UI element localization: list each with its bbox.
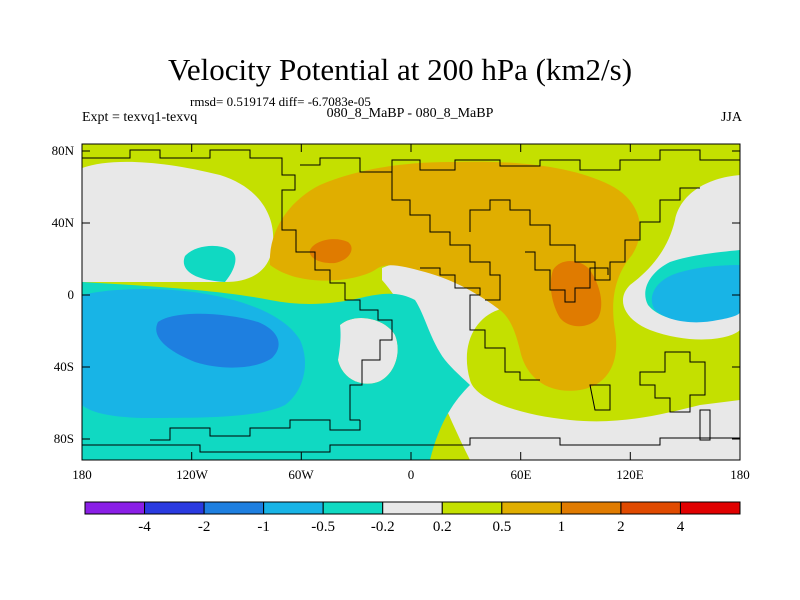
lat-label-80n: 80N [51, 143, 74, 158]
fill-neg-1 [156, 313, 279, 368]
plot-title: Velocity Potential at 200 hPa (km2/s) [167, 52, 633, 87]
fill-1-2-west [309, 239, 352, 264]
colorbar-swatch [203, 501, 265, 515]
lon-label-60e: 60E [510, 467, 532, 482]
colorbar-label: -1 [257, 519, 270, 535]
colorbar-swatch [144, 501, 205, 515]
colorbar-swatch [441, 501, 503, 515]
colorbar-swatch [501, 501, 562, 515]
lon-label-180e: 180 [730, 467, 750, 482]
lon-label-60w: 60W [288, 467, 314, 482]
lat-label-eq: 0 [67, 287, 75, 302]
lat-label-80s: 80S [53, 431, 74, 446]
stats-label: rmsd= 0.519174 diff= -6.7083e-05 [190, 94, 371, 109]
lon-label-180w: 180 [72, 467, 92, 482]
colorbar-label: -2 [197, 519, 211, 535]
lon-tick-marks [191, 144, 631, 460]
fill-neg-0.5 [82, 265, 740, 418]
colorbar-label: 0.2 [432, 519, 452, 535]
case-label: 080_8_MaBP - 080_8_MaBP [326, 106, 494, 121]
colorbar-label: 1 [557, 519, 566, 535]
fill-neutral-inner [344, 323, 395, 380]
colorbar-label: 4 [676, 519, 685, 535]
colorbar-swatch [560, 501, 622, 515]
colorbar [84, 501, 741, 515]
colorbar-label: 0.5 [492, 519, 512, 535]
lon-label-120w: 120W [176, 467, 208, 482]
lat-label-40n: 40N [51, 215, 74, 230]
colorbar-label: 2 [617, 519, 625, 535]
colorbar-swatch [679, 501, 741, 515]
contour-field [82, 144, 740, 460]
colorbar-label: -0.5 [311, 519, 336, 535]
coastlines [82, 149, 740, 453]
experiment-label: Expt = texvq1-texvq [82, 110, 198, 125]
colorbar-label: -0.2 [370, 519, 395, 535]
colorbar-swatch [382, 501, 443, 515]
lat-label-40s: 40S [53, 359, 74, 374]
colorbar-label: -4 [138, 519, 151, 535]
colorbar-swatch [620, 501, 681, 515]
lon-label-120e: 120E [616, 467, 644, 482]
fill-1-2-east [550, 261, 602, 327]
colorbar-swatch [263, 501, 324, 515]
lat-tick-marks [82, 150, 740, 440]
season-label: JJA [720, 110, 742, 125]
lon-label-0: 0 [407, 467, 415, 482]
colorbar-swatch [84, 501, 146, 515]
colorbar-swatch [322, 501, 384, 515]
